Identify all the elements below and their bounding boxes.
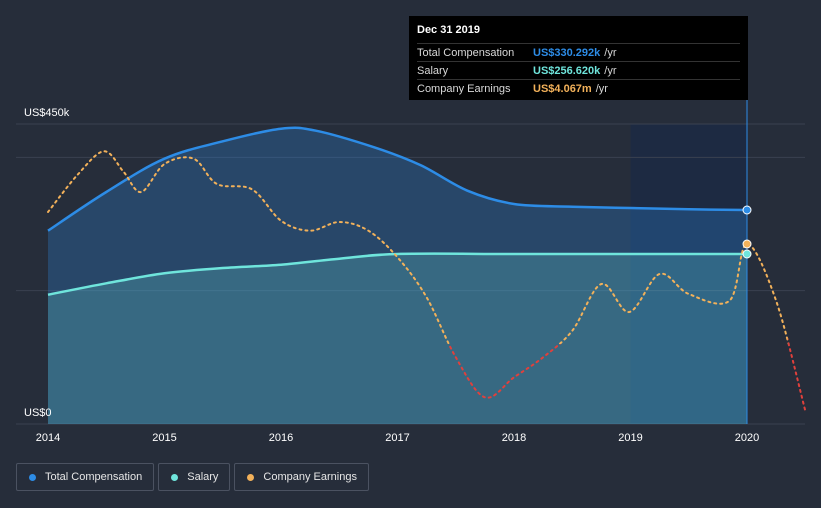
x-tick-label: 2015 [152, 432, 176, 444]
salary-point[interactable] [742, 249, 752, 259]
legend-total-compensation[interactable]: Total Compensation [16, 463, 155, 491]
legend-dot-icon [247, 473, 255, 481]
x-tick-label: 2017 [385, 432, 409, 444]
x-tick-label: 2014 [36, 432, 60, 444]
legend-label: Company Earnings [263, 471, 357, 483]
tooltip-label: Company Earnings [417, 82, 511, 95]
tooltip-label: Total Compensation [417, 46, 515, 59]
legend-dot-icon [171, 473, 179, 481]
legend-company-earnings[interactable]: Company Earnings [234, 463, 369, 491]
company-earnings-point[interactable] [742, 239, 752, 249]
tooltip-row-total: Total Compensation US$330.292k /yr [417, 43, 740, 61]
tooltip-value: US$4.067m [533, 82, 592, 95]
salary-area [48, 253, 747, 424]
legend-label: Salary [187, 471, 219, 483]
x-axis-ticks: 2014 2015 2016 2017 2018 2019 2020 [36, 432, 759, 444]
y-axis-max-label: US$450k [24, 107, 70, 119]
total-compensation-area [48, 127, 747, 425]
y-axis-min-label: US$0 [24, 407, 52, 419]
legend-label: Total Compensation [45, 471, 143, 483]
salary-line [47, 252, 747, 296]
x-tick-label: 2018 [502, 432, 526, 444]
tooltip-unit: /yr [595, 82, 608, 95]
x-tick-label: 2019 [618, 432, 642, 444]
total-compensation-point[interactable] [742, 205, 752, 215]
tooltip-value: US$256.620k [533, 64, 601, 77]
legend-salary[interactable]: Salary [158, 463, 231, 491]
x-tick-label: 2016 [269, 432, 293, 444]
hover-tooltip: Dec 31 2019 Total Compensation US$330.29… [409, 16, 748, 100]
tooltip-row-earnings: Company Earnings US$4.067m /yr [417, 79, 740, 97]
tooltip-unit: /yr [604, 46, 617, 59]
tooltip-value: US$330.292k [533, 46, 601, 59]
company-earnings-line [47, 150, 790, 344]
total-compensation-line [47, 126, 748, 232]
tooltip-unit: /yr [604, 64, 617, 77]
tooltip-row-salary: Salary US$256.620k /yr [417, 61, 740, 79]
recent-period-shade [630, 124, 747, 424]
tooltip-label: Salary [417, 64, 449, 77]
tooltip-date: Dec 31 2019 [417, 24, 480, 36]
x-tick-label: 2020 [735, 432, 759, 444]
legend-dot-icon [29, 473, 36, 481]
chart-legend: Total Compensation Salary Company Earnin… [16, 463, 369, 491]
